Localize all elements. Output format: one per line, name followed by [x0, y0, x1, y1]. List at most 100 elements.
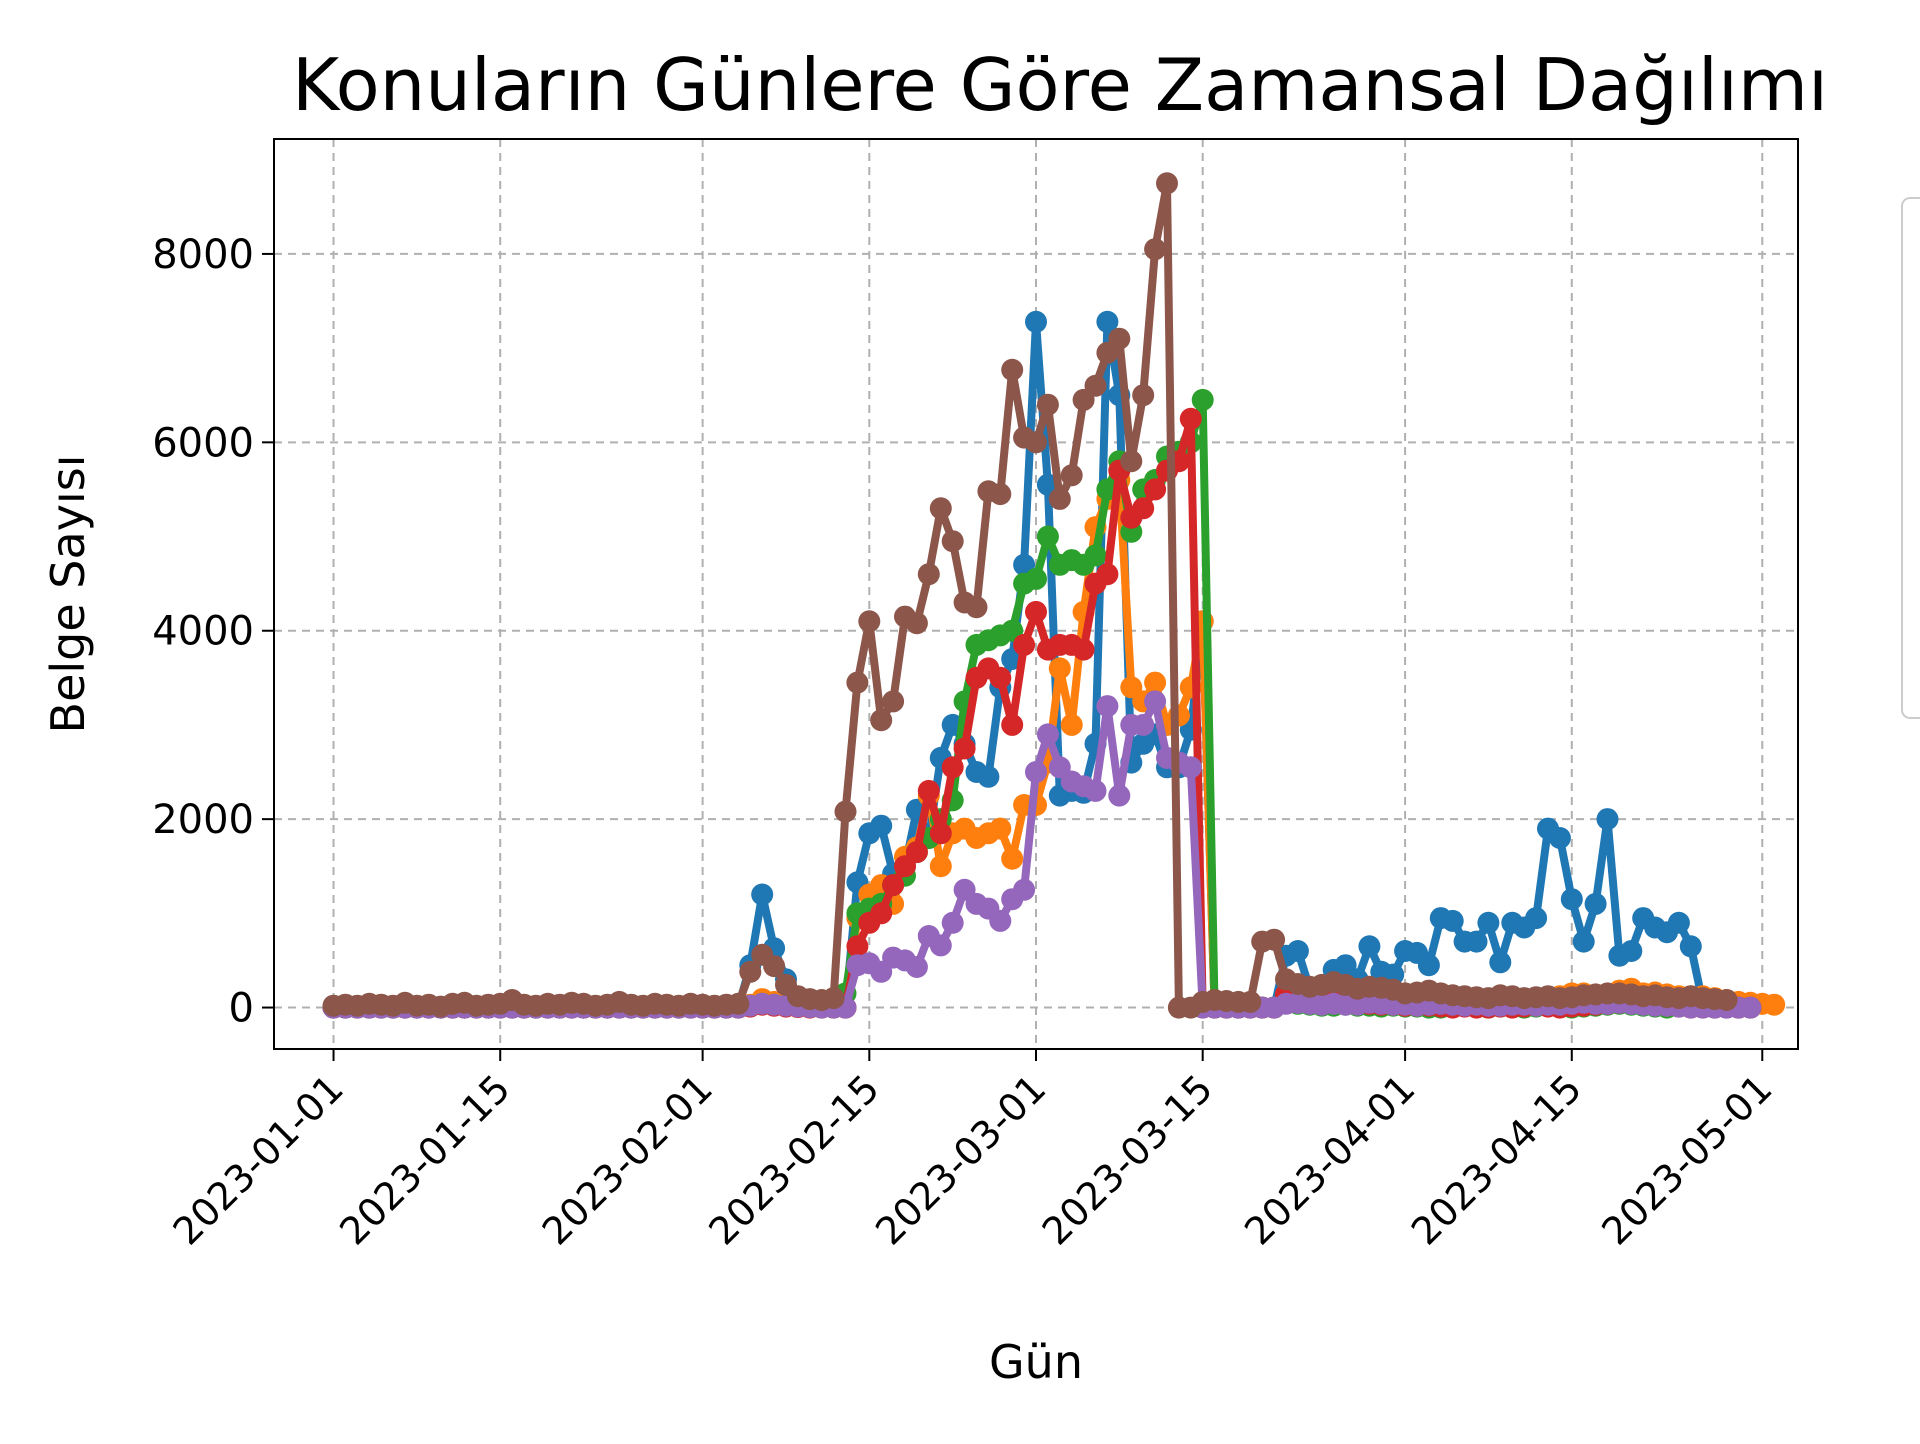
data-point — [1013, 633, 1036, 656]
data-point — [1489, 951, 1512, 974]
data-point — [870, 902, 893, 925]
data-point — [989, 483, 1012, 506]
data-point — [1025, 600, 1047, 623]
data-point — [1132, 713, 1155, 736]
data-point — [929, 855, 952, 878]
data-point — [1417, 954, 1440, 977]
data-point — [1025, 431, 1047, 454]
data-point — [1286, 940, 1309, 962]
data-point — [989, 817, 1012, 840]
data-point — [941, 530, 964, 553]
data-point — [882, 874, 905, 897]
x-axis-label: Gün — [989, 1335, 1083, 1389]
data-point — [989, 666, 1012, 689]
data-point — [1156, 172, 1178, 195]
y-tick-label: 8000 — [152, 232, 254, 278]
data-point — [870, 709, 893, 732]
data-point — [965, 596, 988, 619]
data-point — [929, 934, 952, 957]
data-point — [751, 883, 774, 906]
y-axis: 0 2000 4000 6000 8000 — [152, 232, 274, 1032]
data-point — [941, 911, 964, 934]
legend-frame — [1901, 197, 1920, 719]
data-point — [1084, 779, 1107, 802]
data-point — [727, 992, 750, 1015]
data-point — [1572, 930, 1595, 953]
data-point — [989, 909, 1012, 932]
data-point — [1108, 784, 1131, 807]
y-tick-label: 6000 — [152, 420, 254, 466]
data-point — [1263, 928, 1286, 951]
data-point — [763, 955, 786, 978]
data-point — [1132, 497, 1155, 520]
data-point — [1679, 935, 1702, 958]
data-point — [953, 737, 976, 760]
legend — [1901, 197, 1920, 719]
data-point — [822, 987, 845, 1010]
y-tick-label: 0 — [229, 986, 254, 1032]
data-point — [1715, 989, 1738, 1011]
data-point — [905, 841, 928, 864]
data-point — [846, 671, 869, 694]
data-point — [1096, 310, 1119, 333]
data-point — [1441, 909, 1464, 932]
data-point — [1179, 407, 1202, 430]
data-point — [1036, 393, 1059, 416]
data-point — [1001, 358, 1024, 381]
data-point — [858, 610, 881, 633]
data-point — [1025, 567, 1047, 590]
data-point — [1048, 657, 1071, 680]
data-point — [1048, 487, 1071, 510]
data-point — [1108, 327, 1131, 350]
data-point — [1084, 544, 1107, 567]
data-point — [1013, 878, 1036, 901]
data-point — [1525, 907, 1548, 930]
y-axis-label: Belge Sayısı — [41, 455, 95, 734]
data-point — [941, 756, 964, 779]
data-point — [1548, 827, 1571, 849]
data-point — [1096, 695, 1119, 718]
data-point — [739, 960, 762, 983]
data-point — [929, 497, 952, 520]
data-point — [1025, 310, 1047, 333]
data-point — [1465, 930, 1488, 953]
data-point — [1358, 935, 1381, 958]
data-point — [870, 814, 893, 837]
data-point — [1584, 892, 1607, 915]
series-6 — [322, 172, 1738, 1019]
data-point — [1060, 713, 1083, 736]
data-point — [1096, 563, 1119, 586]
data-point — [1667, 911, 1690, 934]
data-point — [1144, 478, 1167, 501]
data-point — [1191, 388, 1214, 411]
data-point — [1739, 996, 1762, 1019]
data-point — [977, 765, 1000, 788]
data-point — [1144, 238, 1167, 261]
y-tick-label: 4000 — [152, 609, 254, 655]
data-point — [929, 822, 952, 845]
data-point — [905, 956, 928, 978]
data-point — [917, 779, 940, 802]
data-point — [1025, 761, 1047, 783]
y-tick-label: 2000 — [152, 797, 254, 843]
data-point — [1060, 464, 1083, 487]
data-point — [882, 690, 905, 713]
data-point — [917, 563, 940, 586]
data-point — [1132, 384, 1155, 407]
data-point — [1144, 671, 1167, 694]
data-point — [1036, 723, 1059, 746]
data-point — [905, 612, 928, 635]
data-point — [1120, 450, 1143, 473]
data-point — [834, 800, 857, 823]
data-point — [1001, 847, 1024, 870]
data-point — [1596, 808, 1619, 831]
data-point — [1477, 911, 1500, 934]
data-point — [1001, 713, 1024, 736]
data-point — [846, 935, 869, 958]
data-point — [1560, 888, 1583, 911]
data-point — [1620, 940, 1643, 962]
data-point — [1072, 638, 1095, 661]
data-point — [1084, 374, 1107, 397]
